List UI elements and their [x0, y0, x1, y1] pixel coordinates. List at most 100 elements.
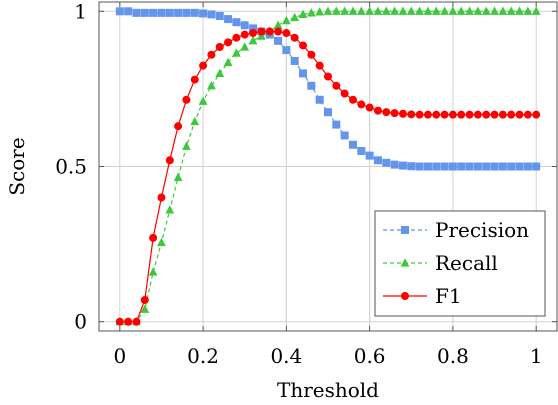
data-point-recall	[365, 6, 375, 15]
data-point-recall	[406, 6, 416, 15]
x-tick-label: 0.4	[270, 344, 302, 368]
data-point-precision	[124, 7, 133, 16]
data-point-f1	[423, 110, 432, 119]
data-point-recall	[240, 42, 250, 51]
data-point-precision	[299, 69, 308, 78]
data-point-recall	[207, 81, 216, 90]
data-point-recall	[515, 6, 524, 15]
series-layer	[115, 6, 541, 326]
data-point-precision	[507, 162, 516, 171]
data-point-precision	[415, 162, 424, 171]
data-point-recall	[431, 6, 441, 15]
data-point-recall	[165, 205, 175, 214]
data-point-f1	[382, 108, 391, 117]
data-point-f1	[282, 29, 291, 38]
data-point-f1	[398, 109, 407, 118]
data-point-precision	[324, 108, 332, 117]
legend-marker	[401, 292, 409, 300]
data-point-f1	[432, 110, 441, 119]
data-point-f1	[157, 193, 166, 202]
data-point-precision	[182, 8, 191, 17]
data-point-f1	[265, 27, 274, 36]
data-point-precision	[240, 21, 249, 30]
series-precision	[115, 7, 541, 171]
data-point-recall	[340, 6, 350, 15]
data-point-precision	[115, 7, 124, 16]
data-point-precision	[382, 158, 391, 167]
data-point-f1	[407, 110, 416, 119]
data-point-precision	[199, 9, 208, 18]
data-point-f1	[515, 110, 524, 119]
x-tick-label: 0.6	[354, 344, 386, 368]
data-point-recall	[465, 6, 474, 15]
data-point-precision	[348, 140, 357, 149]
legend-item-f1: F1	[383, 284, 462, 308]
legend-item-precision: Precision	[383, 218, 529, 242]
legend-marker	[401, 226, 409, 234]
data-point-recall	[273, 20, 283, 29]
data-point-f1	[215, 43, 224, 52]
data-point-f1	[482, 110, 491, 119]
data-point-f1	[307, 50, 316, 59]
data-point-precision	[457, 162, 466, 171]
data-point-precision	[207, 10, 216, 19]
data-point-f1	[182, 95, 191, 104]
data-point-f1	[124, 317, 133, 326]
data-point-f1	[174, 122, 183, 131]
data-point-f1	[315, 61, 324, 70]
data-point-recall	[173, 172, 183, 181]
data-point-recall	[398, 6, 408, 15]
data-point-precision	[340, 131, 349, 140]
data-point-recall	[281, 15, 291, 25]
y-tick-label: 0	[74, 310, 87, 334]
data-point-precision	[490, 162, 499, 171]
data-point-recall	[298, 9, 308, 19]
data-point-precision	[149, 8, 158, 17]
x-tick-label: 0.2	[187, 344, 219, 368]
x-axis-label: Threshold	[277, 378, 379, 402]
data-point-precision	[215, 11, 224, 20]
data-point-f1	[507, 110, 516, 119]
data-point-precision	[515, 162, 524, 171]
data-point-precision	[365, 151, 374, 160]
data-point-precision	[423, 162, 432, 171]
data-point-f1	[473, 110, 482, 119]
data-point-f1	[299, 41, 308, 50]
x-tick-label: 0	[113, 344, 126, 368]
data-point-recall	[423, 6, 433, 15]
data-point-recall	[182, 141, 191, 150]
data-point-recall	[390, 6, 400, 15]
data-point-recall	[198, 96, 208, 105]
data-point-f1	[373, 106, 382, 115]
data-point-f1	[257, 27, 266, 36]
data-point-recall	[506, 6, 516, 15]
data-point-precision	[432, 162, 441, 171]
data-point-f1	[190, 75, 199, 84]
data-point-precision	[315, 95, 324, 104]
data-point-recall	[232, 48, 241, 57]
data-point-precision	[373, 156, 382, 165]
data-point-precision	[482, 162, 491, 171]
data-point-precision	[174, 8, 183, 17]
data-point-precision	[307, 81, 316, 90]
data-point-precision	[224, 15, 233, 24]
data-point-recall	[148, 267, 158, 276]
data-point-f1	[224, 38, 233, 47]
data-point-precision	[274, 36, 283, 45]
data-point-precision	[407, 162, 416, 171]
data-point-recall	[248, 35, 258, 45]
data-point-f1	[132, 317, 141, 326]
y-tick-label: 0.5	[55, 155, 87, 179]
data-point-recall	[473, 6, 483, 15]
data-point-recall	[223, 57, 233, 67]
data-point-precision	[157, 8, 166, 17]
data-point-recall	[440, 6, 449, 15]
data-point-precision	[232, 18, 241, 27]
data-point-f1	[115, 317, 124, 326]
x-tick-label: 0.8	[437, 344, 469, 368]
data-point-f1	[332, 81, 341, 90]
data-point-recall	[290, 12, 300, 22]
data-point-f1	[249, 29, 258, 38]
data-point-recall	[381, 6, 391, 15]
data-point-precision	[498, 162, 507, 171]
